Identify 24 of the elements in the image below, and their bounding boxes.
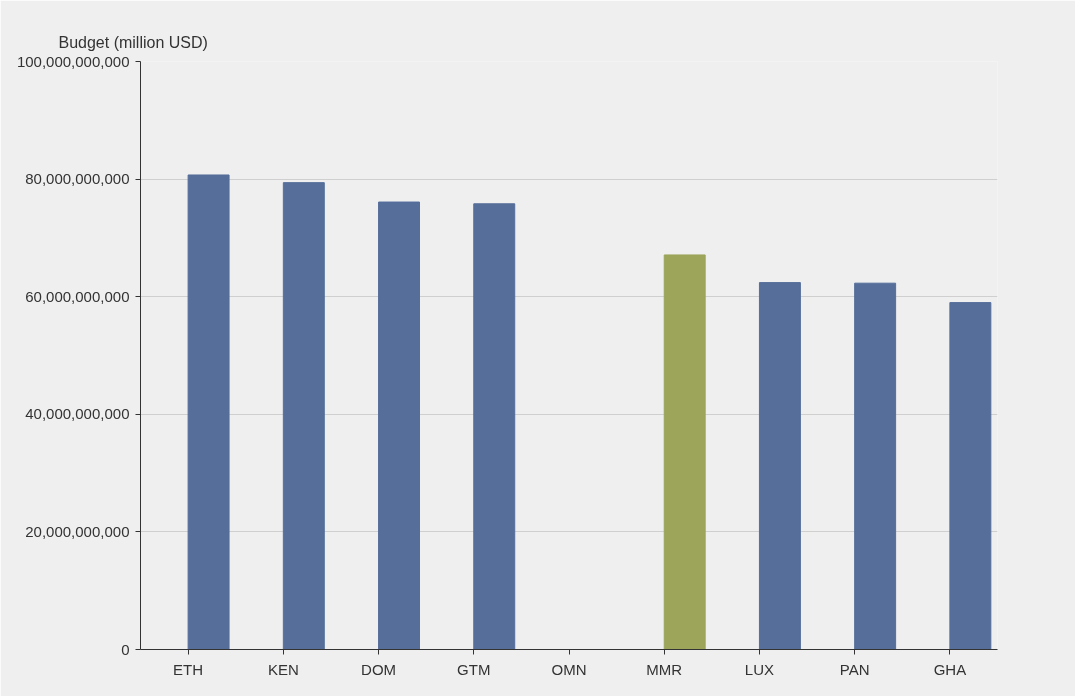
x-tick-label: KEN: [267, 660, 299, 678]
y-tick-label: 0: [121, 640, 130, 658]
bar: [758, 282, 801, 650]
bar: [473, 203, 516, 650]
bar: [854, 282, 897, 650]
y-tick-label: 60,000,000,000: [25, 287, 130, 305]
y-tick-label: 80,000,000,000: [25, 170, 130, 188]
y-tick-label: 100,000,000,000: [16, 52, 130, 70]
x-tick-label: MMR: [646, 660, 683, 678]
x-tick-label: PAN: [839, 660, 870, 678]
bar: [282, 182, 325, 650]
x-tick-label: OMN: [551, 660, 587, 678]
x-tick-label: GHA: [933, 660, 967, 678]
x-tick-label: GTM: [457, 660, 491, 678]
x-tick-label: DOM: [361, 660, 397, 678]
y-tick-label: 40,000,000,000: [25, 405, 130, 423]
y-axis-title: Budget (million USD): [58, 33, 208, 51]
y-tick-label: 20,000,000,000: [25, 522, 130, 540]
x-tick-label: LUX: [744, 660, 775, 678]
bar: [378, 201, 420, 650]
bar: [187, 174, 230, 650]
bar: [949, 302, 992, 650]
bar: [663, 254, 706, 650]
x-tick-label: ETH: [173, 660, 204, 678]
